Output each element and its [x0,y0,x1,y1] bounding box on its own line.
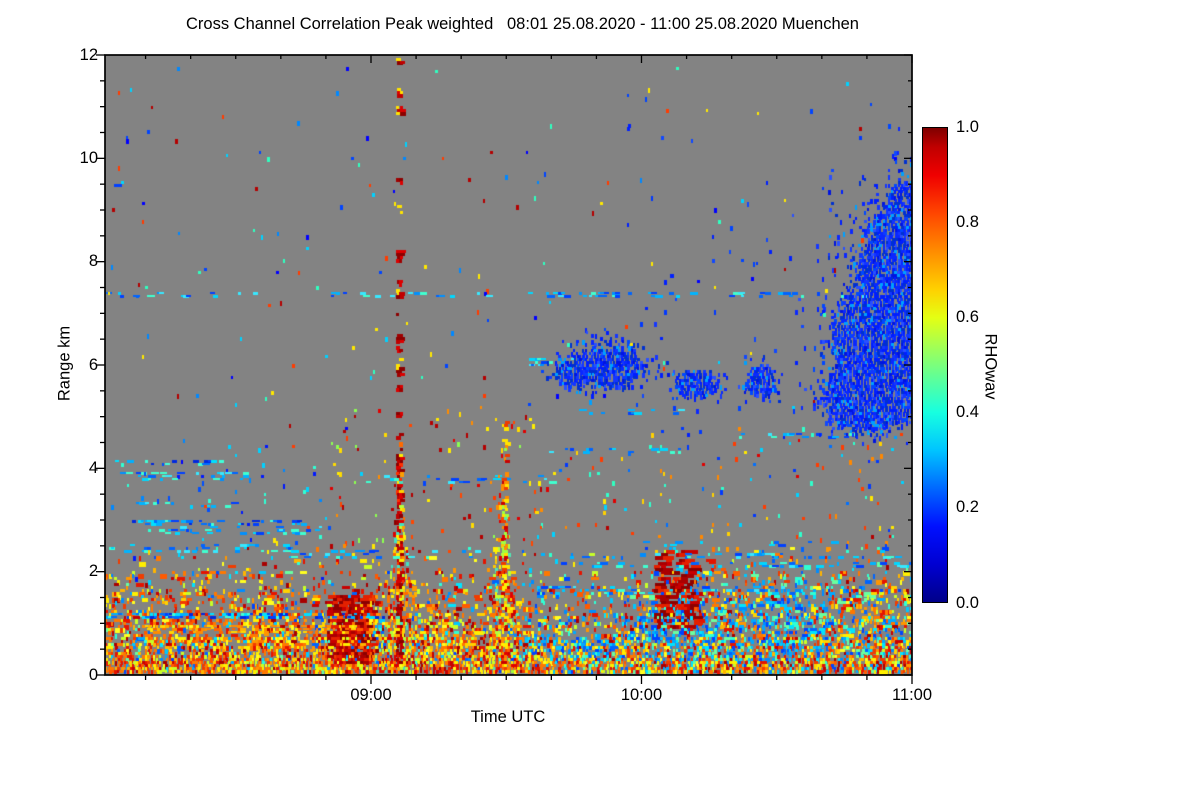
y-tick-label: 4 [88,458,98,477]
y-tick-label: 2 [88,562,98,581]
chart-title: Cross Channel Correlation Peak weighted … [186,15,859,33]
colorbar-tick-label: 0.2 [956,498,979,517]
y-axis-label: Range km [55,325,74,402]
colorbar [922,127,948,603]
x-axis-label: Time UTC [470,708,546,726]
colorbar-tick-label: 0.4 [956,403,979,422]
plot-area [105,55,912,675]
y-tick-label: 10 [79,148,98,167]
colorbar-tick-label: 0.8 [956,212,979,231]
y-tick-label: 8 [88,252,98,271]
heatmap-canvas [105,55,912,675]
y-tick-label: 6 [88,355,98,374]
colorbar-tick-label: 0.0 [956,593,979,612]
colorbar-label: RHOwav [981,333,1000,400]
y-tick-label: 0 [88,665,98,684]
x-tick-label: 10:00 [620,686,663,704]
x-tick-label: 09:00 [350,686,392,704]
y-tick-label: 12 [79,45,98,64]
colorbar-tick-label: 1.0 [956,117,979,136]
x-tick-label: 11:00 [891,686,933,704]
colorbar-tick-label: 0.6 [956,307,979,326]
